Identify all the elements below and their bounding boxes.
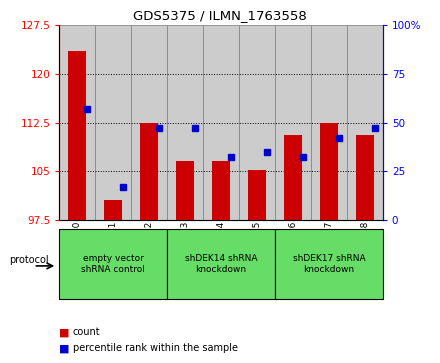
Bar (176, 161, 194, 220)
Bar (212, 161, 230, 220)
Text: GDS5375 / ILMN_1763558: GDS5375 / ILMN_1763558 (133, 9, 307, 22)
FancyBboxPatch shape (131, 25, 167, 220)
FancyBboxPatch shape (167, 25, 203, 220)
Bar (140, 122, 158, 220)
Text: protocol: protocol (9, 256, 48, 265)
FancyBboxPatch shape (275, 25, 311, 220)
FancyBboxPatch shape (239, 25, 275, 220)
Bar (284, 135, 302, 220)
FancyBboxPatch shape (59, 25, 95, 220)
Text: ■: ■ (59, 327, 70, 337)
Bar (248, 170, 266, 220)
Text: ■: ■ (59, 343, 70, 354)
FancyBboxPatch shape (347, 25, 383, 220)
Bar (356, 135, 374, 220)
Text: shDEK14 shRNA
knockdown: shDEK14 shRNA knockdown (185, 254, 257, 274)
Text: empty vector
shRNA control: empty vector shRNA control (81, 254, 145, 274)
Text: shDEK17 shRNA
knockdown: shDEK17 shRNA knockdown (293, 254, 365, 274)
Bar (320, 122, 338, 220)
FancyBboxPatch shape (311, 25, 347, 220)
Bar (104, 200, 122, 220)
Text: count: count (73, 327, 100, 337)
FancyBboxPatch shape (203, 25, 239, 220)
FancyBboxPatch shape (95, 25, 131, 220)
Text: percentile rank within the sample: percentile rank within the sample (73, 343, 238, 354)
Bar (68, 51, 86, 220)
